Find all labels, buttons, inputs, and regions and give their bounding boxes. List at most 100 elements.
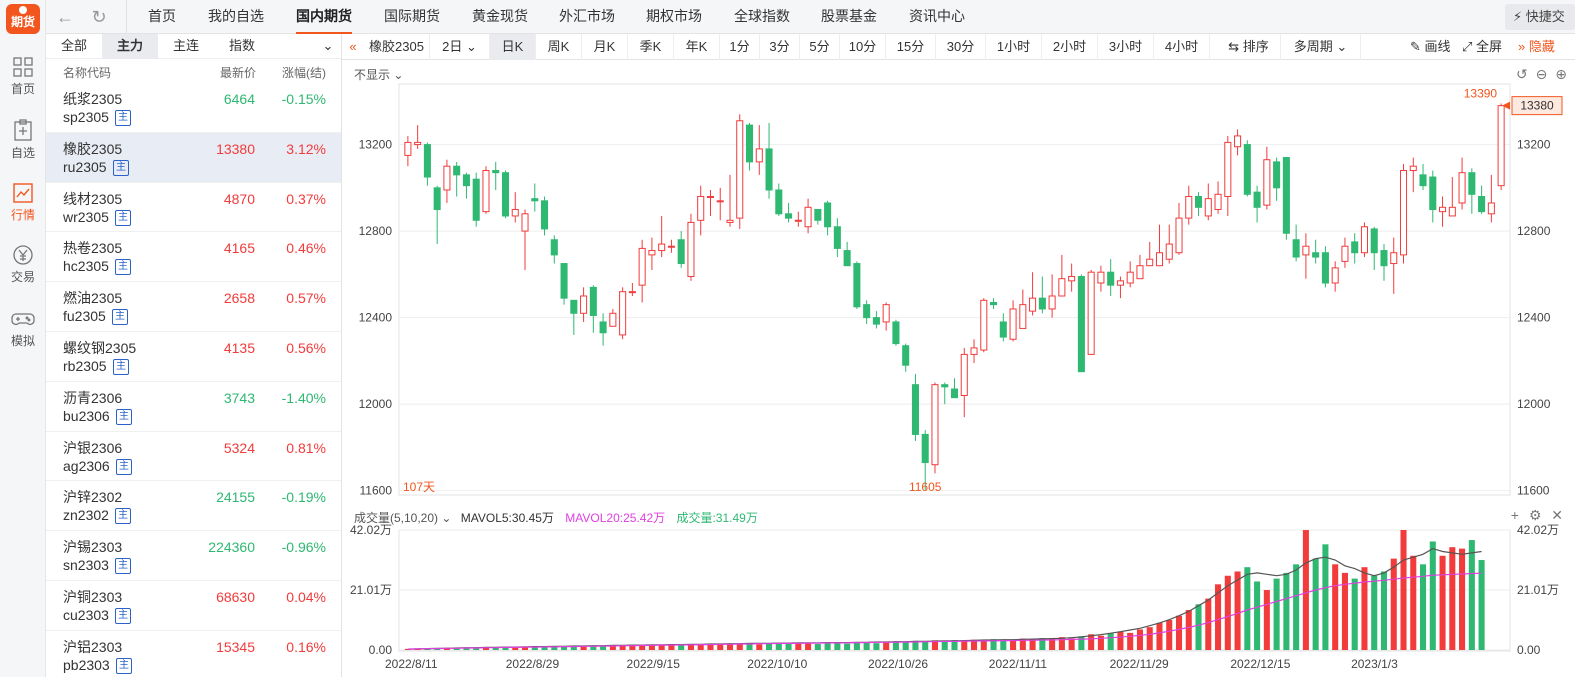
- contract-code: sn2303: [63, 557, 109, 574]
- list-item[interactable]: 沥青2306 bu2306 主 3743 -1.40%: [46, 382, 341, 432]
- volume-bar: [775, 643, 782, 650]
- period-tab[interactable]: 2小时: [1042, 34, 1098, 60]
- tab-index[interactable]: 指数: [228, 38, 255, 53]
- header-price[interactable]: 最新价: [220, 66, 257, 80]
- app-logo[interactable]: 期货: [6, 4, 40, 34]
- header-change[interactable]: 涨幅(结): [282, 66, 326, 80]
- rail-simulate[interactable]: 模拟: [0, 308, 46, 349]
- close-icon[interactable]: ✕: [1551, 507, 1563, 523]
- list-item[interactable]: 燃油2305 fu2305 主 2658 0.57%: [46, 282, 341, 332]
- list-item[interactable]: 沪锌2302 zn2302 主 24155 -0.19%: [46, 481, 341, 532]
- candle-body: [1468, 172, 1476, 195]
- kline-chart[interactable]: 11600 11600 12000 12000 12400 12400 12800 12800…: [342, 60, 1575, 677]
- nav-watchlist[interactable]: 我的自选: [208, 8, 264, 24]
- candle-body: [902, 345, 910, 366]
- candle-body: [1360, 226, 1368, 254]
- period-tab[interactable]: 4小时: [1154, 34, 1210, 60]
- rail-trade[interactable]: 交易: [0, 244, 46, 285]
- days-label: 107天: [403, 480, 435, 494]
- list-item[interactable]: 螺纹钢2305 rb2305 主 4135 0.56%: [46, 332, 341, 382]
- quick-trade-button[interactable]: ⚡ 快捷交: [1505, 4, 1575, 30]
- gear-icon[interactable]: ⚙: [1528, 507, 1542, 523]
- volume-bar: [1185, 610, 1192, 650]
- latest-price: 13380: [216, 140, 255, 157]
- candle-body: [472, 178, 480, 221]
- volume-tick-label-right: 42.02万: [1517, 523, 1559, 537]
- latest-price: 2658: [223, 290, 255, 307]
- period-tab[interactable]: 3分: [760, 34, 800, 60]
- collapse-left-icon[interactable]: «: [349, 39, 357, 54]
- fullscreen-button[interactable]: ⤢ 全屏: [1462, 34, 1502, 60]
- tab-all[interactable]: 全部: [60, 38, 87, 53]
- period-tab[interactable]: 5分: [800, 34, 840, 60]
- candle-body: [1185, 195, 1193, 219]
- sort-button[interactable]: ⇆ 排序: [1217, 34, 1281, 60]
- nav-domestic-futures[interactable]: 国内期货: [296, 0, 352, 34]
- candle-body: [443, 165, 451, 191]
- period-tab[interactable]: 3小时: [1098, 34, 1154, 60]
- period-select[interactable]: 2日 ⌄: [430, 34, 490, 60]
- volume-bar: [824, 643, 831, 650]
- nav-news[interactable]: 资讯中心: [909, 8, 965, 24]
- rail-market[interactable]: 行情: [0, 182, 46, 223]
- rail-watchlist[interactable]: 自选: [0, 118, 46, 161]
- volume-bar: [1254, 581, 1261, 650]
- list-item[interactable]: 热卷2305 hc2305 主 4165 0.46%: [46, 232, 341, 283]
- volume-bar: [609, 646, 616, 650]
- refresh-icon[interactable]: ↻: [91, 7, 107, 27]
- header-name[interactable]: 名称代码: [63, 66, 112, 80]
- zoom-in-icon[interactable]: ⊕: [1555, 66, 1567, 82]
- list-item[interactable]: 沪铝2303 pb2303 主 15345 0.16%: [46, 631, 341, 677]
- plus-icon[interactable]: +: [1510, 507, 1519, 523]
- volume-bar: [1468, 540, 1475, 650]
- period-tab[interactable]: 30分: [936, 34, 986, 60]
- volume-bar: [1117, 631, 1124, 650]
- volume-bar: [1107, 633, 1114, 650]
- list-item[interactable]: 线材2305 wr2305 主 4870 0.37%: [46, 183, 341, 233]
- hide-button[interactable]: » 隐藏: [1518, 34, 1555, 60]
- tab-main[interactable]: 主力: [102, 34, 158, 59]
- indicator-select[interactable]: 不显示 ⌄: [354, 66, 403, 83]
- nav-options[interactable]: 期权市场: [646, 8, 702, 24]
- volume-bar: [1420, 564, 1427, 650]
- price-tick-label-right: 12400: [1517, 311, 1551, 325]
- symbol-label[interactable]: 橡胶2305: [364, 34, 430, 60]
- period-tab[interactable]: 年K: [674, 34, 720, 60]
- chevron-down-icon[interactable]: ⌄: [438, 511, 455, 525]
- chevron-down-icon[interactable]: ⌄: [322, 38, 334, 53]
- nav-stock-fund[interactable]: 股票基金: [821, 8, 877, 24]
- multi-period-button[interactable]: 多周期 ⌄: [1281, 34, 1361, 60]
- back-arrow-icon[interactable]: ←: [56, 7, 74, 27]
- list-item[interactable]: 沪铜2303 cu2303 主 68630 0.04%: [46, 581, 341, 631]
- tab-continuous[interactable]: 主连: [172, 38, 199, 53]
- list-item[interactable]: 纸浆2305 sp2305 主 6464 -0.15%: [46, 83, 341, 133]
- zoom-out-icon[interactable]: ⊖: [1535, 66, 1548, 82]
- period-tab[interactable]: 周K: [536, 34, 582, 60]
- undo-icon[interactable]: ↺: [1516, 66, 1528, 82]
- period-tab[interactable]: 10分: [840, 34, 886, 60]
- period-tab[interactable]: 季K: [628, 34, 674, 60]
- volume-title[interactable]: 成交量(5,10,20): [354, 511, 439, 525]
- x-axis-date-label: 2023/1/3: [1351, 657, 1398, 671]
- list-item[interactable]: 橡胶2305 ru2305 主 13380 3.12%: [46, 132, 341, 183]
- nav-intl-futures[interactable]: 国际期货: [384, 8, 440, 24]
- list-item[interactable]: 沪锡2303 sn2303 主 224360 -0.96%: [46, 531, 341, 581]
- period-tab[interactable]: 日K: [490, 34, 536, 60]
- rail-home[interactable]: 首页: [0, 56, 46, 97]
- period-tab[interactable]: 1小时: [986, 34, 1042, 60]
- period-tab[interactable]: 1分: [720, 34, 760, 60]
- volume-bar: [1019, 638, 1026, 650]
- period-tab[interactable]: 15分: [886, 34, 936, 60]
- candle-body: [892, 321, 900, 345]
- nav-gold-spot[interactable]: 黄金现货: [472, 8, 528, 24]
- nav-forex[interactable]: 外汇市场: [559, 8, 615, 24]
- draw-line-button[interactable]: ✎ 画线: [1410, 34, 1451, 60]
- nav-global-index[interactable]: 全球指数: [734, 8, 790, 24]
- period-tab[interactable]: 月K: [582, 34, 628, 60]
- candle-body: [1439, 206, 1447, 213]
- candle-body: [1038, 297, 1046, 310]
- nav-home[interactable]: 首页: [148, 8, 176, 24]
- candle-body: [1029, 297, 1037, 312]
- current-price-arrow: [1502, 101, 1510, 110]
- list-item[interactable]: 沪银2306 ag2306 主 5324 0.81%: [46, 432, 341, 482]
